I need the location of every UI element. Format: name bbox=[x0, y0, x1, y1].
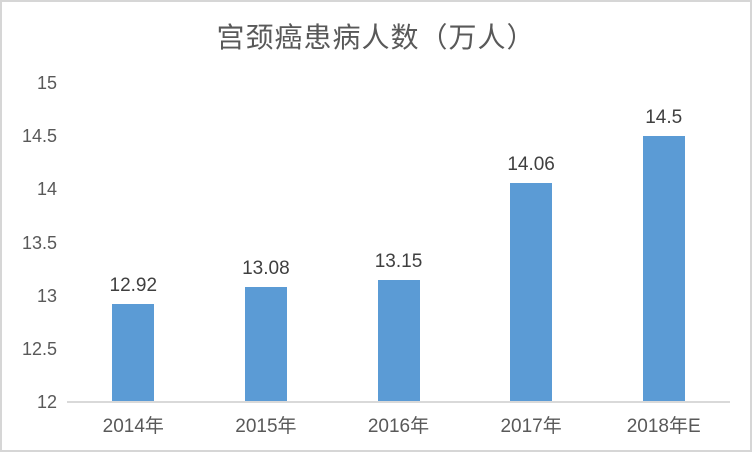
x-axis-category-label: 2018年E bbox=[626, 416, 701, 437]
x-axis-category-label: 2017年 bbox=[500, 416, 562, 437]
y-axis-tick-label: 15 bbox=[36, 73, 57, 93]
bar bbox=[510, 182, 553, 401]
bar bbox=[642, 136, 685, 401]
x-axis-category-label: 2014年 bbox=[102, 416, 164, 437]
bar-value-label: 14.5 bbox=[645, 107, 683, 129]
bar bbox=[244, 287, 287, 401]
y-axis-tick-label: 13.5 bbox=[21, 232, 57, 253]
bar bbox=[112, 304, 155, 401]
x-axis-line bbox=[67, 401, 730, 403]
bar-value-label: 13.08 bbox=[242, 258, 290, 280]
x-axis-category-label: 2015年 bbox=[235, 416, 297, 437]
chart-title: 宫颈癌患病人数（万人） bbox=[216, 22, 536, 53]
bar-value-label: 12.92 bbox=[109, 275, 158, 297]
y-axis-tick-label: 14 bbox=[36, 179, 57, 200]
bar-value-label: 13.15 bbox=[374, 250, 423, 272]
x-axis-category-label: 2016年 bbox=[367, 416, 430, 437]
bar-value-label: 14.06 bbox=[507, 153, 555, 175]
bar bbox=[377, 279, 420, 401]
y-axis-tick-label: 14.5 bbox=[21, 126, 57, 147]
y-axis-tick-label: 12 bbox=[36, 392, 57, 412]
y-axis-tick-label: 13 bbox=[36, 285, 57, 306]
y-axis-tick-label: 12.5 bbox=[21, 338, 57, 359]
